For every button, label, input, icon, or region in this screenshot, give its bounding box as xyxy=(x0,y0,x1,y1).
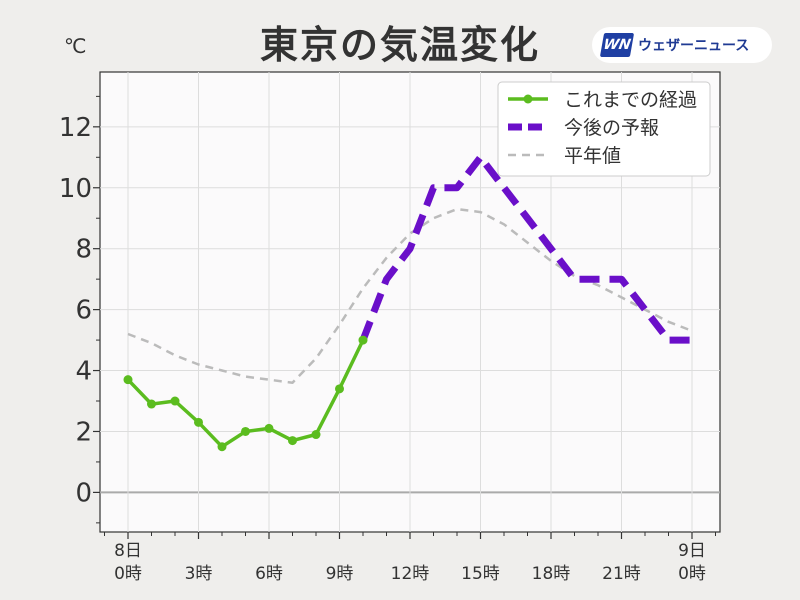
data-point xyxy=(194,417,203,427)
y-tick-label: 2 xyxy=(75,417,92,447)
data-point xyxy=(288,436,297,446)
y-tick-label: 6 xyxy=(75,296,92,326)
x-tick-label: 18時 xyxy=(532,564,571,584)
y-unit-label: ℃ xyxy=(64,34,87,58)
data-point xyxy=(147,399,156,409)
y-tick-label: 8 xyxy=(75,235,92,265)
brand-badge: WN ウェザーニュース xyxy=(592,27,772,63)
legend-marker xyxy=(523,94,533,104)
x-tick-label: 6時 xyxy=(255,564,283,584)
y-tick-label: 4 xyxy=(75,357,92,387)
data-point xyxy=(241,426,250,436)
brand-name: ウェザーニュース xyxy=(638,38,750,54)
data-point xyxy=(170,396,180,406)
data-point xyxy=(311,430,321,440)
x-tick-label: 0時 xyxy=(678,564,706,584)
series-line-2 xyxy=(127,207,693,384)
x-tick-label: 0時 xyxy=(114,564,142,584)
data-point xyxy=(123,375,133,385)
data-point xyxy=(264,423,274,433)
x-tick-label: 21時 xyxy=(602,564,641,584)
data-point xyxy=(335,384,344,394)
y-tick-label: 10 xyxy=(59,174,92,204)
x-tick-label: 15時 xyxy=(461,564,500,584)
x-tick-label: 8日 xyxy=(114,541,142,561)
legend-label-1: 今後の予報 xyxy=(564,117,659,139)
chart-title: 東京の気温変化 xyxy=(259,23,540,67)
series-line-1 xyxy=(359,153,692,344)
data-point xyxy=(358,335,368,345)
legend-label-2: 平年値 xyxy=(564,145,621,167)
data-point xyxy=(217,442,227,452)
legend-box xyxy=(497,81,711,177)
legend-label-0: これまでの経過 xyxy=(564,89,697,111)
x-tick-label: 12時 xyxy=(391,564,430,584)
x-tick-label: 3時 xyxy=(185,564,213,584)
x-tick-label: 9日 xyxy=(678,541,706,561)
y-tick-label: 0 xyxy=(75,478,92,508)
x-tick-label: 9時 xyxy=(326,564,354,584)
y-tick-label: 12 xyxy=(59,113,92,143)
